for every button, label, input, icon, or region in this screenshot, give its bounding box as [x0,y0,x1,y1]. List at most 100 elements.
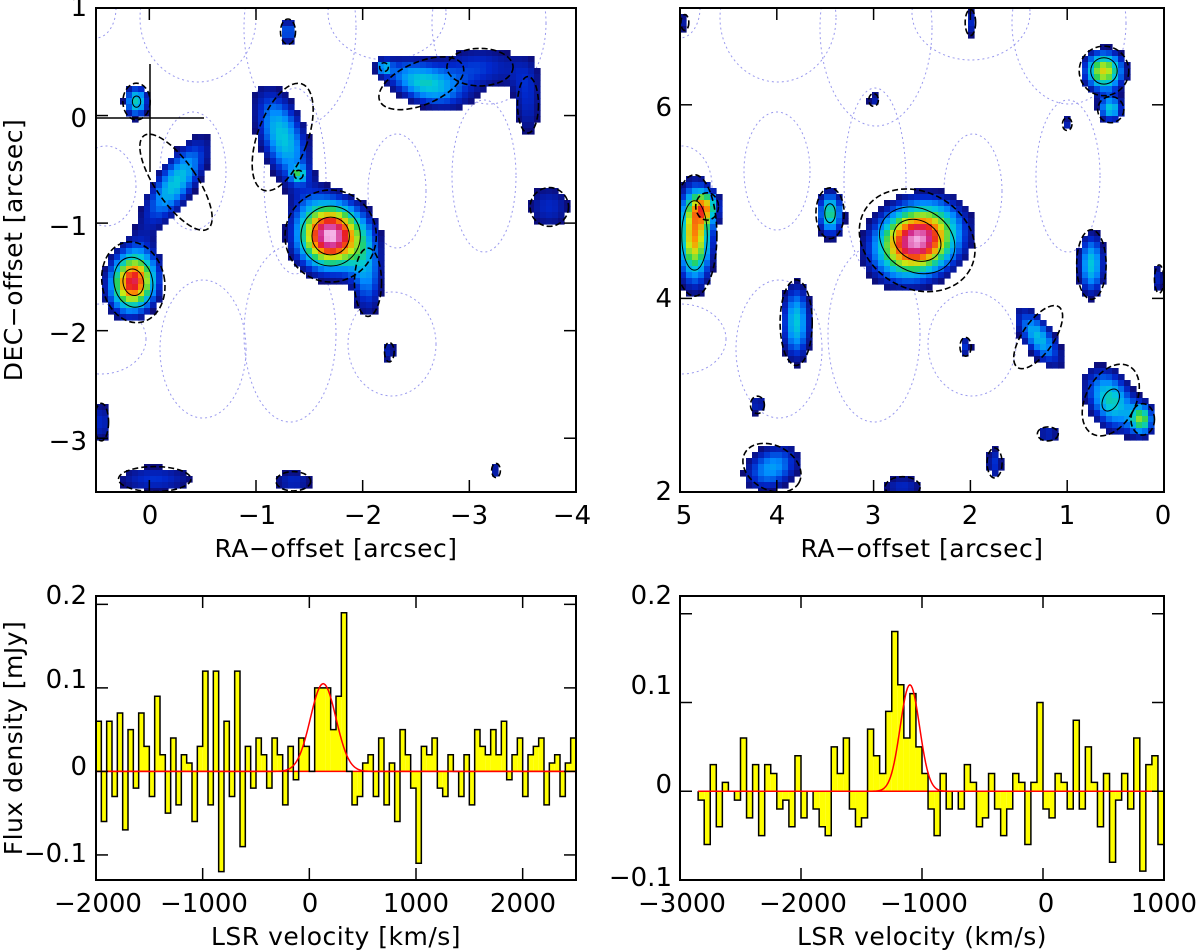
map-pixel [354,278,361,285]
map-pixel [354,218,361,225]
spectrum-bar [855,791,862,827]
map-pixel [126,284,133,291]
map-pixel [348,248,355,255]
spectrum-bar [1043,791,1050,809]
map-pixel [198,176,205,183]
negative-contour [367,133,427,249]
map-pixel [680,278,687,285]
map-pixel [516,98,523,105]
map-pixel [354,296,361,303]
map-pixel [1100,242,1107,249]
map-pixel [794,356,801,363]
map-pixel [1100,416,1107,423]
spectrum-bar [261,754,267,772]
map-pixel [132,302,139,309]
map-pixel [114,314,121,321]
map-pixel [534,98,541,105]
map-pixel [480,56,487,63]
map-pixel [150,188,157,195]
map-pixel [462,62,469,69]
map-pixel [1106,386,1113,393]
map-pixel [522,80,529,87]
map-pixel [806,302,813,309]
map-pixel [396,74,403,81]
map-pixel [878,254,885,261]
map-pixel [1088,50,1095,57]
map-pixel [740,470,747,477]
map-pixel [126,98,133,105]
contour-line [275,470,312,492]
map-pixel [192,164,199,171]
map-pixel [270,86,277,93]
map-pixel [294,164,301,171]
map-pixel [1142,410,1149,417]
map-pixel [192,158,199,165]
spectrum-bar [298,738,304,772]
map-pixel [336,242,343,249]
map-pixel [144,284,151,291]
map-pixel [552,212,559,219]
map-pixel [776,482,783,489]
map-pixel [360,212,367,219]
map-pixel [348,272,355,279]
map-pixel [902,488,909,492]
map-pixel [330,278,337,285]
map-pixel [150,476,157,483]
map-pixel [138,314,145,321]
spectrum-bar [1157,791,1164,845]
map-pixel [276,134,283,141]
map-pixel [318,260,325,267]
map-pixel [180,158,187,165]
map-pixel [264,110,271,117]
map-pixel [276,116,283,123]
map-pixel [1034,314,1041,321]
contour-line [383,341,395,363]
map-pixel [794,296,801,303]
map-pixel [378,56,385,63]
map-pixel [968,14,975,21]
map-pixel [288,218,295,225]
map-pixel [788,302,795,309]
map-pixel [1100,248,1107,255]
map-pixel [174,470,181,477]
spectrum-bar [716,791,723,827]
map-pixel [680,20,687,27]
map-pixel [456,104,463,111]
map-pixel [204,164,211,171]
map-pixel [330,260,337,267]
spectrum-bar [112,771,118,797]
map-pixel [558,194,565,201]
map-pixel [336,194,343,201]
map-pixel [348,242,355,249]
map-pixel [528,68,535,75]
map-pixel [944,218,951,225]
map-pixel [704,200,711,207]
map-pixel [180,152,187,159]
contour-line [1012,304,1064,370]
map-pixel [1106,368,1113,375]
map-pixel [746,470,753,477]
spectrum-bar [128,729,134,772]
map-pixel [788,476,795,483]
spectrum-bar [928,791,935,809]
axis-ticks-right [679,8,1165,493]
map-pixel [390,56,397,63]
map-pixel [866,272,873,279]
map-pixel [902,212,909,219]
spectrum-bar [752,764,759,792]
map-pixel [806,308,813,315]
map-pixel [156,476,163,483]
map-pixel [908,206,915,213]
spectrum-bar [474,729,480,772]
map-pixel [300,140,307,147]
map-pixel [692,284,699,291]
map-pixel [944,260,951,267]
map-pixel [884,230,891,237]
map-pixel [866,266,873,273]
map-pixel [932,248,939,255]
map-pixel [1082,236,1089,243]
spectrum-bar [410,771,416,789]
x-tick-label: 1000 [383,889,449,919]
map-pixel [252,110,259,117]
map-pixel [282,110,289,117]
